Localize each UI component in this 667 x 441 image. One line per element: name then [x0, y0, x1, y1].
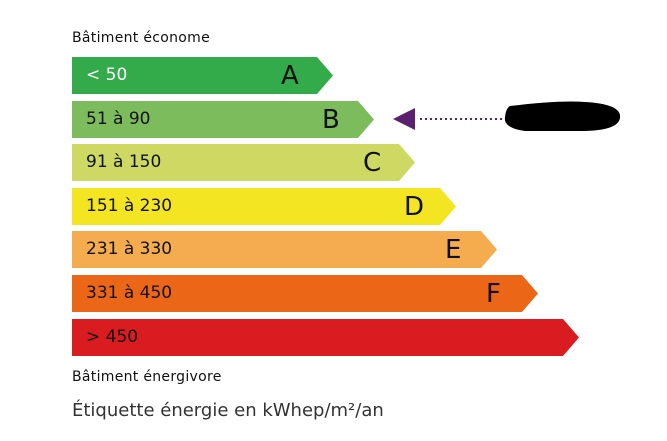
energy-class-g: > 450 [72, 318, 579, 356]
caption: Étiquette énergie en kWhep/m²/an [72, 400, 384, 421]
class-letter: D [404, 191, 425, 222]
top-label: Bâtiment économe [72, 30, 210, 46]
class-range: 51 à 90 [86, 108, 151, 129]
class-letter: E [445, 235, 462, 266]
class-letter: C [363, 148, 382, 179]
class-bar-shape [72, 318, 579, 356]
class-range: 91 à 150 [86, 152, 162, 173]
class-range: 151 à 230 [86, 195, 173, 216]
class-letter: A [281, 61, 299, 91]
indicator-arrow-icon [393, 108, 415, 130]
class-range: < 50 [86, 65, 128, 85]
class-bar-shape [72, 187, 456, 225]
class-range: > 450 [86, 326, 139, 347]
energy-class-d: 151 à 230 D [72, 187, 456, 225]
class-bar-shape [72, 100, 374, 138]
class-letter: F [486, 279, 501, 309]
class-bar-shape [72, 57, 333, 94]
class-bar-shape [72, 144, 415, 182]
class-bar-shape [72, 231, 497, 269]
bottom-label: Bâtiment énergivore [72, 369, 222, 385]
energy-class-a: < 50 A [72, 57, 333, 94]
redacted-value [504, 101, 621, 131]
energy-class-c: 91 à 150 C [72, 144, 415, 182]
class-range: 231 à 330 [86, 239, 173, 260]
class-bar-shape [72, 275, 538, 312]
class-range: 331 à 450 [86, 283, 173, 303]
energy-class-b: 51 à 90 B [72, 100, 374, 138]
energy-class-f: 331 à 450 F [72, 275, 538, 312]
class-letter: B [322, 104, 340, 135]
energy-class-e: 231 à 330 E [72, 231, 497, 269]
